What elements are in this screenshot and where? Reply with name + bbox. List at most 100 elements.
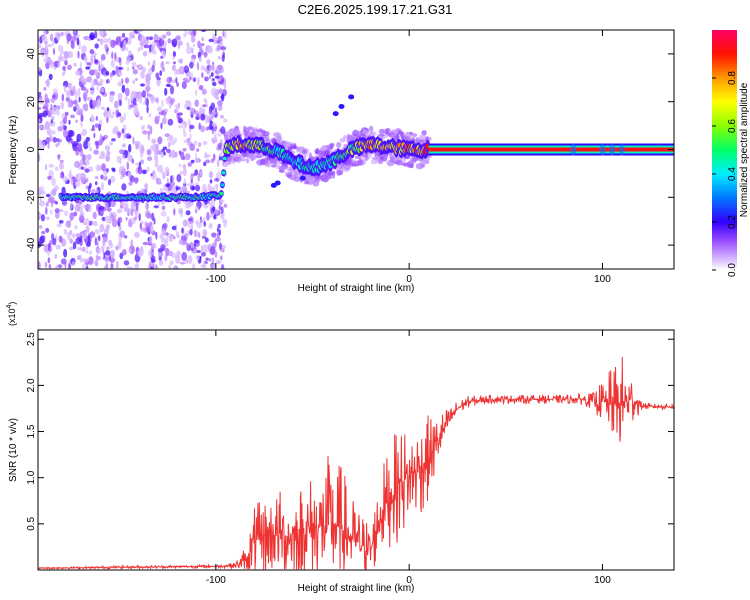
noise-speck	[94, 237, 98, 246]
colorbar-tick-label: 0.0	[727, 263, 738, 277]
noise-speck	[104, 255, 110, 263]
noise-speck	[63, 51, 69, 60]
ridge-core	[220, 183, 225, 187]
noise-speck	[215, 260, 222, 264]
noise-speck	[137, 64, 143, 69]
noise-speck	[43, 86, 47, 91]
noise-speck	[160, 244, 166, 251]
noise-speck	[193, 109, 196, 114]
noise-speck	[127, 36, 132, 46]
snr-series-line	[38, 356, 674, 570]
x-tick-label: 100	[594, 274, 611, 285]
noise-speck	[116, 99, 120, 108]
noise-speck	[103, 266, 108, 269]
noise-speck	[47, 242, 51, 252]
noise-speck	[135, 77, 138, 82]
noise-speck	[178, 66, 181, 75]
noise-speck	[140, 83, 145, 87]
noise-speck	[193, 140, 198, 146]
noise-speck	[167, 142, 171, 148]
noise-speck	[179, 261, 186, 265]
halo-speck	[351, 163, 360, 167]
noise-speck	[149, 235, 153, 245]
noise-speck	[60, 101, 65, 110]
noise-speck	[80, 114, 84, 122]
x-tick-label: 0	[406, 274, 412, 285]
noise-speck	[147, 81, 151, 86]
halo-speck	[336, 141, 342, 148]
y-tick-label: 2.5	[26, 332, 37, 346]
noise-speck	[142, 241, 149, 246]
noise-speck	[212, 82, 217, 87]
noise-speck	[48, 73, 53, 81]
noise-speck	[217, 55, 221, 60]
noise-speck	[144, 183, 149, 190]
noise-speck	[189, 124, 195, 130]
halo-speck	[253, 127, 259, 131]
noise-speck	[209, 74, 211, 79]
noise-speck	[85, 88, 89, 94]
noise-speck	[92, 221, 95, 226]
noise-speck	[174, 266, 177, 269]
noise-speck	[64, 60, 68, 66]
noise-speck	[52, 47, 56, 55]
noise-speck	[149, 225, 154, 234]
noise-speck	[75, 237, 81, 245]
halo-speck	[384, 134, 389, 139]
noise-speck	[137, 30, 143, 33]
noise-speck	[189, 229, 193, 236]
noise-speck	[123, 260, 130, 266]
noise-speck	[49, 60, 55, 69]
noise-speck	[80, 166, 85, 170]
noise-speck	[118, 99, 122, 107]
noise-speck	[130, 239, 133, 249]
noise-speck	[109, 175, 116, 183]
y-tick-label: -40	[26, 237, 37, 252]
noise-speck	[50, 119, 53, 124]
noise-speck	[161, 34, 167, 39]
noise-speck	[196, 148, 200, 152]
noise-speck	[151, 64, 155, 72]
y-tick-label: -20	[26, 190, 37, 205]
noise-speck	[60, 258, 67, 265]
noise-speck	[122, 143, 126, 148]
noise-speck	[153, 217, 156, 225]
noise-speck	[132, 97, 137, 106]
noise-speck	[165, 148, 171, 153]
x-tick-label: -100	[206, 274, 226, 285]
noise-speck	[87, 234, 91, 244]
noise-speck	[139, 222, 142, 230]
noise-speck	[54, 166, 59, 171]
noise-speck	[109, 257, 116, 264]
noise-speck	[97, 165, 103, 171]
secondary-blob	[299, 175, 306, 181]
y-tick-label: 2.0	[26, 378, 37, 392]
noise-speck	[81, 45, 87, 54]
noise-speck	[117, 81, 122, 87]
noise-speck	[223, 118, 228, 123]
noise-speck	[63, 248, 68, 258]
noise-speck	[94, 229, 101, 235]
noise-speck	[137, 166, 141, 172]
noise-speck	[206, 70, 210, 75]
noise-speck	[109, 242, 114, 249]
noise-speck	[98, 205, 105, 211]
noise-speck	[160, 122, 163, 130]
spectrogram-x-ticks: -100 0 100	[206, 30, 611, 285]
noise-speck	[69, 238, 73, 244]
noise-speck	[134, 177, 139, 184]
noise-speck	[103, 175, 108, 181]
noise-speck	[121, 32, 126, 38]
noise-speck	[38, 44, 42, 49]
noise-speck	[200, 244, 204, 253]
noise-speck	[187, 183, 192, 187]
noise-speck	[38, 140, 43, 148]
halo-speck	[421, 130, 427, 136]
noise-speck	[115, 36, 121, 45]
noise-speck	[105, 154, 111, 162]
noise-speck	[216, 44, 221, 51]
noise-speck	[101, 136, 106, 141]
noise-speck	[135, 202, 138, 211]
halo-speck	[357, 159, 363, 166]
noise-speck	[140, 227, 146, 232]
